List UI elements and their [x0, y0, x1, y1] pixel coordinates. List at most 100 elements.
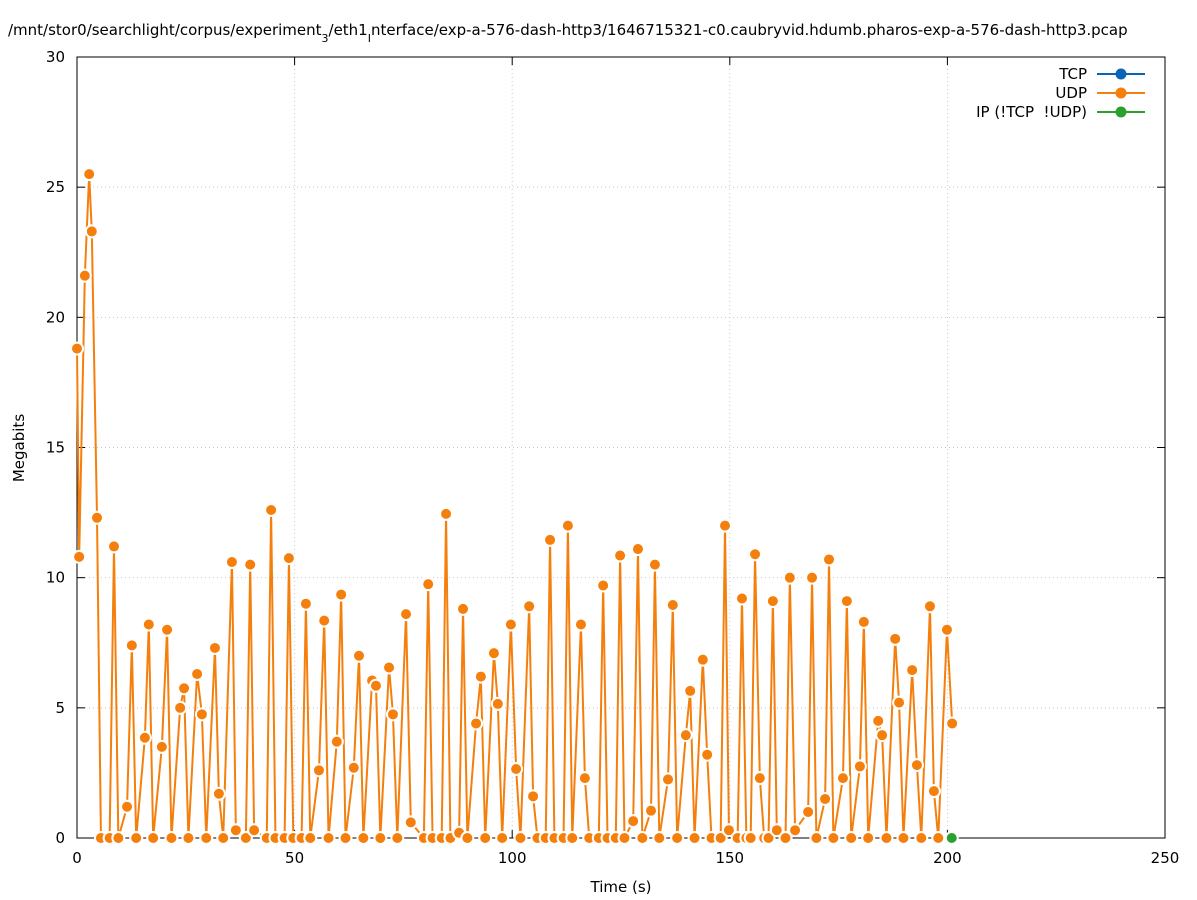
data-point — [896, 831, 911, 845]
data-point — [931, 831, 946, 845]
data-point — [926, 784, 941, 799]
data-point — [321, 831, 336, 845]
y-tick-label: 0 — [55, 829, 65, 847]
data-point — [478, 831, 493, 845]
data-point — [861, 831, 876, 845]
y-axis-label: Megabits — [10, 414, 28, 482]
data-point — [177, 681, 192, 696]
data-point — [352, 648, 367, 663]
data-point — [238, 831, 253, 845]
data-point — [421, 577, 436, 592]
data-point — [875, 728, 890, 743]
data-point — [596, 578, 611, 593]
data-point — [879, 831, 894, 845]
x-tick-label: 100 — [498, 849, 527, 867]
data-point — [82, 167, 97, 182]
legend-label: UDP — [1055, 84, 1087, 102]
data-point — [473, 669, 488, 684]
data-point — [486, 646, 501, 661]
data-point — [661, 772, 676, 787]
data-point — [160, 622, 175, 637]
data-point — [577, 771, 592, 786]
data-point — [871, 713, 886, 728]
data-point — [734, 591, 749, 606]
data-point — [647, 557, 662, 572]
data-point — [613, 548, 628, 563]
data-point — [805, 570, 820, 585]
data-point — [945, 716, 960, 731]
data-point — [765, 594, 780, 609]
legend-label: IP (!TCP !UDP) — [976, 103, 1087, 121]
x-tick-label: 50 — [285, 849, 304, 867]
data-point — [70, 341, 84, 356]
data-point — [490, 696, 505, 711]
data-point — [914, 831, 929, 845]
data-point — [382, 660, 397, 675]
y-tick-label: 5 — [55, 699, 65, 717]
data-point — [839, 594, 854, 609]
data-point — [909, 758, 924, 773]
data-point — [617, 831, 632, 845]
chart-title: /mnt/stor0/searchlight/corpus/experiment… — [8, 21, 1128, 45]
data-point — [892, 695, 907, 710]
x-tick-label: 150 — [715, 849, 744, 867]
data-point — [522, 599, 537, 614]
data-point — [761, 831, 776, 845]
x-tick-label: 0 — [72, 849, 82, 867]
data-point — [721, 823, 736, 838]
y-tick-label: 30 — [46, 48, 65, 66]
data-point — [670, 831, 685, 845]
data-point — [346, 760, 361, 775]
data-point — [752, 771, 767, 786]
data-point — [264, 502, 279, 517]
data-point — [390, 831, 405, 845]
data-point — [90, 510, 105, 525]
series-line — [76, 174, 954, 841]
data-point — [526, 789, 541, 804]
data-point — [695, 652, 710, 667]
data-point — [856, 614, 871, 629]
data-point — [399, 607, 414, 622]
data-point — [385, 707, 400, 722]
data-point — [124, 638, 139, 653]
x-tick-label: 200 — [933, 849, 962, 867]
y-tick-label: 15 — [46, 439, 65, 457]
data-point — [644, 803, 659, 818]
data-point — [460, 831, 475, 845]
data-point — [120, 799, 135, 814]
data-point — [317, 613, 332, 628]
data-point — [513, 831, 528, 845]
data-point — [826, 831, 841, 845]
data-point — [141, 617, 156, 632]
data-point — [905, 663, 920, 678]
data-point — [769, 823, 784, 838]
data-point — [77, 268, 92, 283]
data-point — [456, 601, 471, 616]
data-point — [281, 551, 296, 566]
data-point — [106, 539, 121, 554]
data-point — [137, 730, 152, 745]
data-point — [338, 831, 353, 845]
y-tick-label: 20 — [46, 308, 65, 326]
data-point — [469, 716, 484, 731]
data-point — [334, 587, 349, 602]
data-point — [818, 791, 833, 806]
legend-marker — [1115, 106, 1127, 118]
title-segment: nterface/exp-a-576-dash-http3/1646715321… — [371, 21, 1128, 39]
title-segment: /eth1 — [329, 21, 368, 39]
data-point — [164, 831, 179, 845]
data-point — [298, 596, 313, 611]
data-point — [181, 831, 196, 845]
data-point — [835, 771, 850, 786]
data-point — [373, 831, 388, 845]
data-point — [944, 831, 959, 845]
data-point — [748, 547, 763, 562]
data-point — [626, 814, 641, 829]
data-point — [565, 831, 580, 845]
data-point — [243, 557, 258, 572]
x-tick-label: 250 — [1151, 849, 1180, 867]
data-point — [543, 532, 558, 547]
legend-marker — [1115, 68, 1127, 80]
